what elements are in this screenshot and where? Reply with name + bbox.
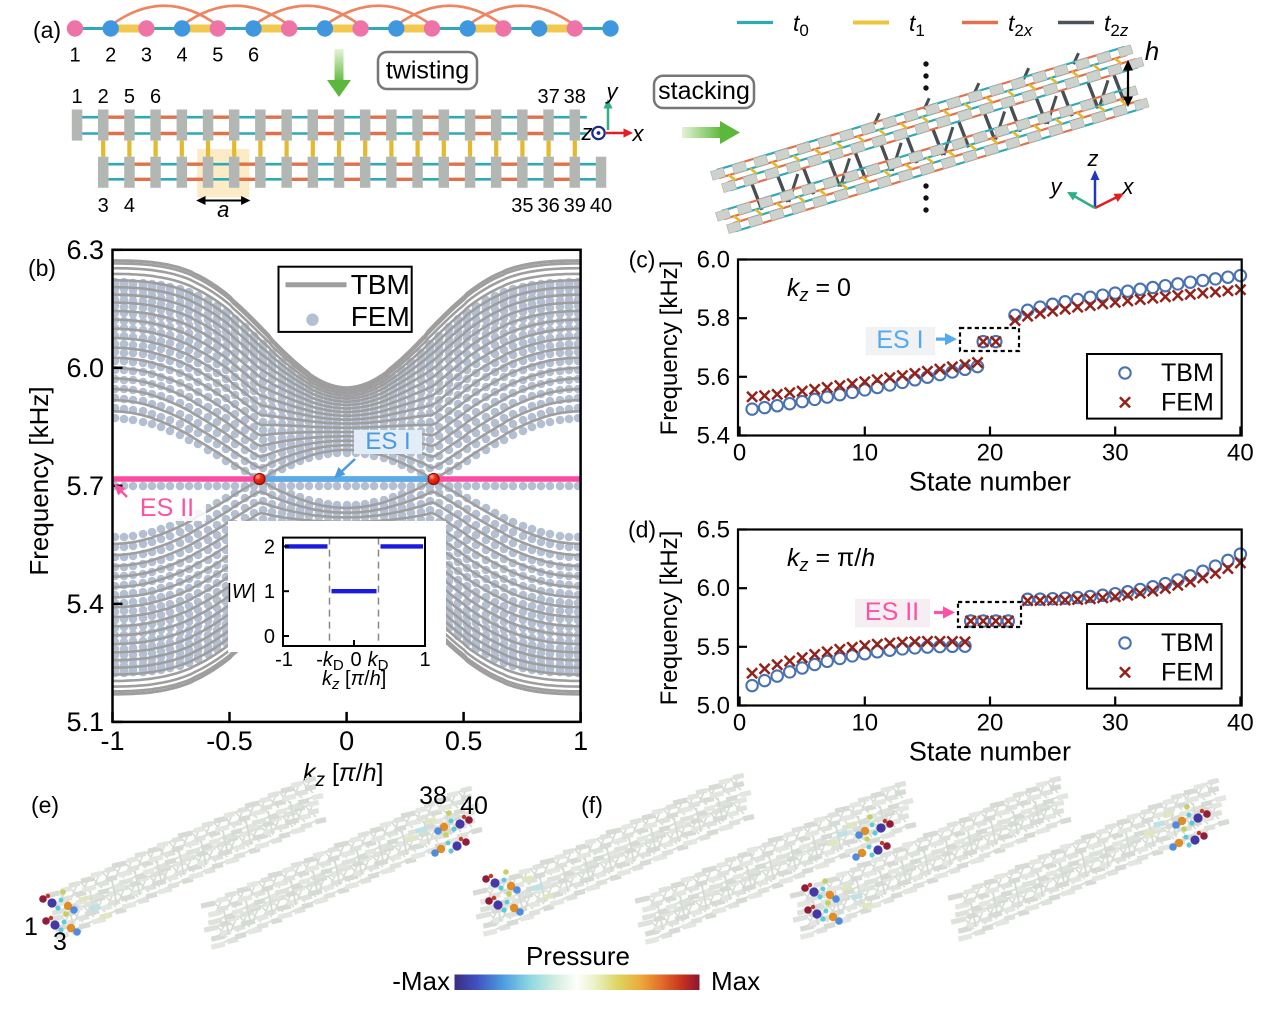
svg-text:-0.5: -0.5 bbox=[206, 726, 253, 756]
svg-text:|W|: |W| bbox=[227, 581, 256, 603]
svg-text:x: x bbox=[632, 121, 645, 146]
svg-text:40: 40 bbox=[460, 792, 488, 820]
svg-text:3: 3 bbox=[53, 928, 67, 956]
svg-text:(b): (b) bbox=[28, 255, 56, 281]
svg-text:38: 38 bbox=[419, 782, 447, 810]
svg-text:ES I: ES I bbox=[365, 428, 410, 455]
svg-text:35: 35 bbox=[511, 195, 533, 217]
svg-text:(a): (a) bbox=[33, 17, 61, 43]
svg-text:State number: State number bbox=[909, 467, 1071, 497]
svg-text:40: 40 bbox=[1227, 440, 1254, 467]
svg-text:kz = 0: kz = 0 bbox=[787, 274, 851, 305]
svg-text:6: 6 bbox=[150, 86, 161, 108]
svg-text:FEM: FEM bbox=[1161, 388, 1214, 416]
svg-text:-1: -1 bbox=[100, 726, 124, 756]
svg-text:z: z bbox=[1087, 146, 1099, 171]
svg-text:0: 0 bbox=[339, 726, 354, 756]
svg-text:5.4: 5.4 bbox=[697, 423, 730, 450]
svg-text:y: y bbox=[605, 79, 620, 104]
svg-text:37: 37 bbox=[537, 86, 559, 108]
svg-text:1: 1 bbox=[24, 913, 38, 941]
svg-text:-1: -1 bbox=[275, 649, 293, 671]
svg-text:z: z bbox=[581, 120, 593, 145]
svg-text:Frequency [kHz]: Frequency [kHz] bbox=[656, 261, 683, 436]
svg-text:TBM: TBM bbox=[1161, 629, 1214, 657]
svg-text:ES II: ES II bbox=[865, 598, 919, 626]
svg-text:3: 3 bbox=[98, 195, 109, 217]
svg-text:40: 40 bbox=[590, 195, 612, 217]
svg-text:4: 4 bbox=[124, 195, 135, 217]
svg-text:5.7: 5.7 bbox=[66, 471, 104, 501]
svg-text:5.4: 5.4 bbox=[66, 589, 104, 619]
svg-text:0.5: 0.5 bbox=[445, 726, 483, 756]
svg-text:(f): (f) bbox=[581, 792, 603, 818]
svg-text:38: 38 bbox=[564, 86, 586, 108]
svg-text:6.0: 6.0 bbox=[697, 247, 730, 274]
svg-text:(c): (c) bbox=[629, 247, 656, 273]
svg-text:twisting: twisting bbox=[386, 57, 469, 85]
svg-text:20: 20 bbox=[977, 710, 1004, 737]
svg-text:(e): (e) bbox=[31, 792, 59, 818]
svg-text:kD: kD bbox=[368, 649, 389, 674]
svg-text:TBM: TBM bbox=[1161, 359, 1214, 387]
svg-text:3: 3 bbox=[141, 45, 152, 67]
svg-text:5.6: 5.6 bbox=[697, 364, 730, 391]
svg-text:1: 1 bbox=[419, 649, 430, 671]
svg-text:1: 1 bbox=[264, 581, 275, 603]
svg-text:6.0: 6.0 bbox=[697, 575, 730, 602]
svg-text:2: 2 bbox=[105, 45, 116, 67]
svg-text:Max: Max bbox=[711, 966, 760, 996]
svg-text:30: 30 bbox=[1102, 440, 1129, 467]
svg-text:1: 1 bbox=[573, 726, 588, 756]
svg-text:y: y bbox=[1049, 174, 1064, 199]
svg-text:State number: State number bbox=[909, 737, 1071, 767]
svg-text:(d): (d) bbox=[628, 517, 656, 543]
svg-text:6.5: 6.5 bbox=[697, 517, 730, 544]
svg-text:ES II: ES II bbox=[140, 494, 194, 522]
svg-text:a: a bbox=[217, 197, 229, 222]
svg-text:40: 40 bbox=[1227, 710, 1254, 737]
svg-text:5.1: 5.1 bbox=[66, 707, 104, 737]
svg-text:stacking: stacking bbox=[658, 77, 750, 105]
svg-text:39: 39 bbox=[564, 195, 586, 217]
svg-text:-Max: -Max bbox=[392, 966, 450, 996]
svg-text:10: 10 bbox=[851, 440, 878, 467]
svg-text:FEM: FEM bbox=[351, 301, 410, 332]
svg-text:30: 30 bbox=[1102, 710, 1129, 737]
svg-text:2: 2 bbox=[264, 536, 275, 558]
svg-text:1: 1 bbox=[71, 86, 82, 108]
svg-text:kz [π/h]: kz [π/h] bbox=[322, 668, 386, 693]
svg-text:Frequency [kHz]: Frequency [kHz] bbox=[24, 386, 54, 575]
svg-text:6: 6 bbox=[248, 45, 259, 67]
svg-text:0: 0 bbox=[733, 440, 746, 467]
svg-text:0: 0 bbox=[733, 710, 746, 737]
svg-text:0: 0 bbox=[350, 649, 361, 671]
svg-text:h: h bbox=[1145, 36, 1159, 66]
svg-text:10: 10 bbox=[851, 710, 878, 737]
svg-text:Frequency [kHz]: Frequency [kHz] bbox=[656, 531, 683, 706]
svg-text:20: 20 bbox=[977, 440, 1004, 467]
svg-text:5: 5 bbox=[212, 45, 223, 67]
svg-text:ES I: ES I bbox=[876, 326, 923, 354]
svg-text:4: 4 bbox=[177, 45, 188, 67]
svg-text:0: 0 bbox=[264, 626, 275, 648]
svg-text:kz [π/h]: kz [π/h] bbox=[303, 759, 383, 791]
svg-text:5.8: 5.8 bbox=[697, 305, 730, 332]
svg-text:6.0: 6.0 bbox=[66, 353, 104, 383]
svg-text:5: 5 bbox=[124, 86, 135, 108]
svg-text:kz = π/h: kz = π/h bbox=[787, 544, 875, 575]
svg-text:x: x bbox=[1122, 174, 1135, 199]
svg-text:6.3: 6.3 bbox=[66, 235, 104, 265]
svg-text:5.5: 5.5 bbox=[697, 634, 730, 661]
svg-text:36: 36 bbox=[537, 195, 559, 217]
svg-text:5.0: 5.0 bbox=[697, 693, 730, 720]
svg-text:FEM: FEM bbox=[1161, 658, 1214, 686]
svg-text:Pressure: Pressure bbox=[526, 941, 630, 971]
svg-text:1: 1 bbox=[69, 45, 80, 67]
svg-text:2: 2 bbox=[98, 86, 109, 108]
svg-text:TBM: TBM bbox=[351, 269, 410, 300]
